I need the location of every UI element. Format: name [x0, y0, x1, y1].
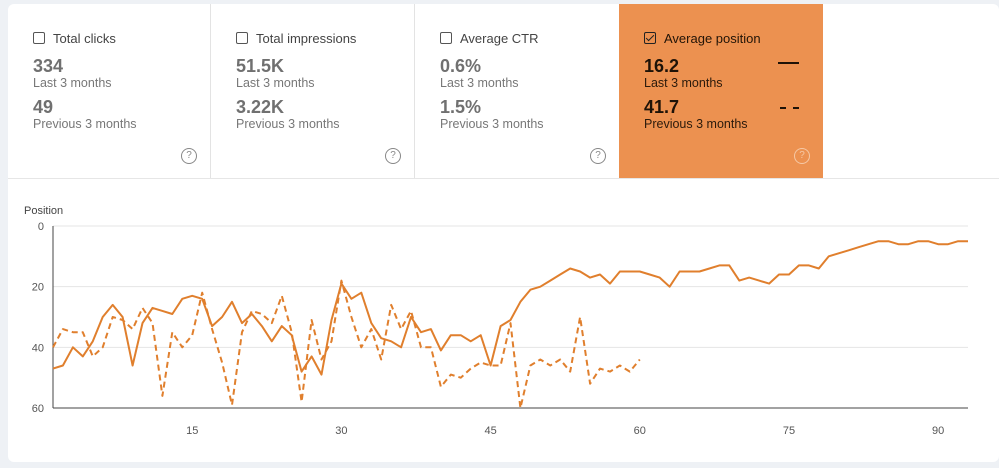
previous-value: 41.7	[644, 97, 680, 117]
checkbox-checked-icon[interactable]	[644, 32, 656, 44]
x-tick-label: 15	[186, 425, 198, 437]
card-label: Average position	[664, 30, 761, 46]
help-icon[interactable]: ?	[794, 148, 810, 164]
x-tick-label: 45	[484, 425, 496, 437]
x-tick-label: 60	[634, 425, 646, 437]
y-tick-label: 60	[32, 403, 44, 415]
x-tick-label: 30	[335, 425, 347, 437]
total-clicks-card[interactable]: Total clicks 334 Last 3 months 49 Previo…	[8, 4, 211, 178]
previous-value: 1.5%	[440, 97, 482, 117]
current-period-line	[52, 240, 968, 376]
previous-period: Previous 3 months	[440, 117, 544, 131]
position-line-chart: 0 20 40 60 15 30 45 60 75 90	[32, 221, 968, 437]
performance-panel: Total clicks 334 Last 3 months 49 Previo…	[8, 4, 999, 462]
average-ctr-card[interactable]: Average CTR 0.6% Last 3 months 1.5% Prev…	[415, 4, 619, 178]
checkbox-icon[interactable]	[236, 32, 248, 44]
average-position-card[interactable]: Average position 16.2 Last 3 months 41.7…	[619, 4, 823, 178]
current-period: Last 3 months	[440, 76, 519, 90]
y-tick-label: 20	[32, 282, 44, 294]
previous-value: 3.22K	[236, 97, 285, 117]
previous-period: Previous 3 months	[644, 117, 748, 131]
current-period: Last 3 months	[33, 76, 112, 90]
previous-period: Previous 3 months	[236, 117, 340, 131]
card-label: Average CTR	[460, 30, 539, 46]
total-impressions-card[interactable]: Total impressions 51.5K Last 3 months 3.…	[211, 4, 415, 178]
checkbox-icon[interactable]	[440, 32, 452, 44]
y-tick-label: 0	[38, 221, 44, 233]
help-icon[interactable]: ?	[181, 148, 197, 164]
solid-line-legend-icon	[778, 62, 799, 64]
current-value: 0.6%	[440, 56, 482, 76]
y-axis-title: Position	[24, 205, 64, 217]
card-label: Total clicks	[53, 30, 116, 46]
previous-period-line	[52, 279, 641, 409]
previous-value: 49	[33, 97, 54, 117]
current-period: Last 3 months	[644, 76, 723, 90]
x-tick-label: 90	[932, 425, 944, 437]
metric-cards: Total clicks 334 Last 3 months 49 Previo…	[8, 4, 999, 178]
y-tick-label: 40	[32, 342, 44, 354]
current-value: 16.2	[644, 56, 680, 76]
divider	[8, 178, 999, 179]
current-period: Last 3 months	[236, 76, 315, 90]
current-value: 51.5K	[236, 56, 285, 76]
current-value: 334	[33, 56, 64, 76]
dashed-line-legend-icon	[780, 107, 799, 109]
card-label: Total impressions	[256, 30, 357, 46]
checkbox-icon[interactable]	[33, 32, 45, 44]
previous-period: Previous 3 months	[33, 117, 137, 131]
x-tick-label: 75	[783, 425, 795, 437]
help-icon[interactable]: ?	[590, 148, 606, 164]
help-icon[interactable]: ?	[385, 148, 401, 164]
